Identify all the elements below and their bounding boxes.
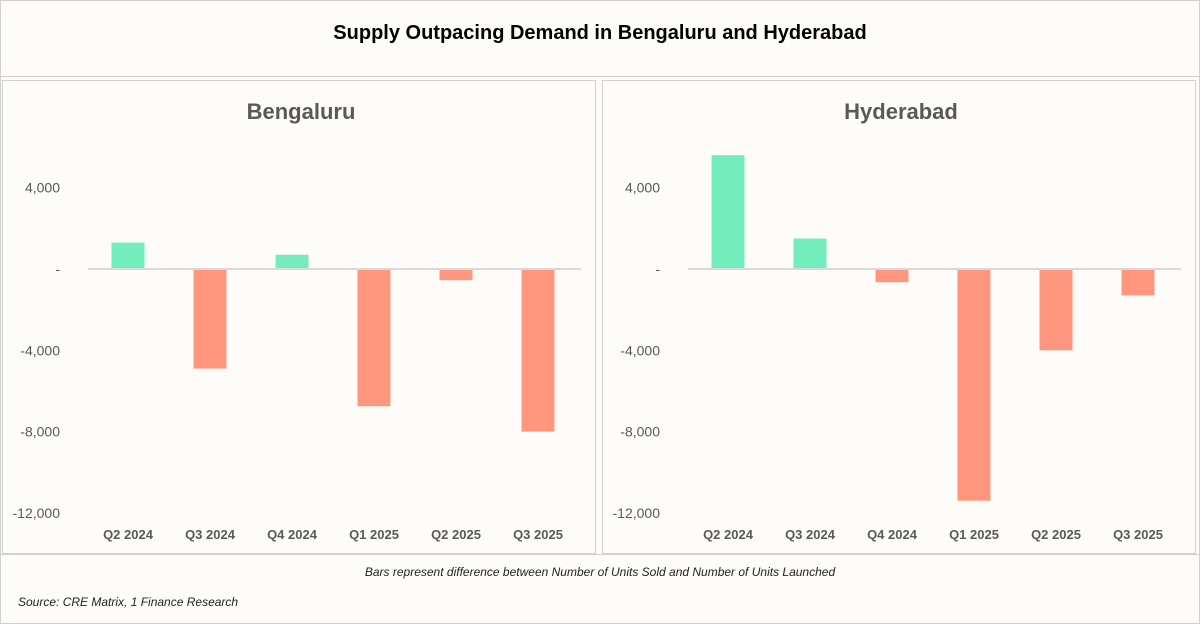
- bar-q2-2025: [439, 269, 473, 281]
- divider: [0, 554, 1200, 555]
- bar-q4-2024: [275, 254, 309, 269]
- y-tick-label: -12,000: [13, 505, 61, 521]
- chart-bengaluru: Bengaluru 4,000 - -4,000 -8,000 -12,000 Q2 202…: [13, 99, 581, 542]
- x-tick-label: Q2 2025: [1031, 527, 1081, 542]
- divider: [0, 76, 1200, 77]
- x-tick-label: Q3 2024: [185, 527, 236, 542]
- x-tick-label: Q4 2024: [867, 527, 918, 542]
- chart-title-bengaluru: Bengaluru: [247, 99, 356, 124]
- bar-q1-2025: [957, 269, 991, 501]
- y-tick-label: -4,000: [20, 342, 60, 358]
- y-tick-label: -4,000: [620, 342, 660, 358]
- y-tick-label: 4,000: [625, 180, 660, 196]
- bar-q2-2025: [1039, 269, 1073, 351]
- y-tick-label: -: [655, 261, 660, 277]
- x-tick-label: Q3 2024: [785, 527, 836, 542]
- chart-note: Bars represent difference between Number…: [364, 565, 836, 579]
- bar-q4-2024: [875, 269, 909, 283]
- bar-q2-2024: [711, 155, 745, 269]
- bar-q3-2024: [193, 269, 227, 369]
- x-tick-label: Q2 2025: [431, 527, 481, 542]
- chart-hyderabad: Hyderabad 4,000 - -4,000 -8,000 -12,000 Q2 202…: [613, 99, 1181, 542]
- source-text: Source: CRE Matrix, 1 Finance Research: [18, 595, 239, 609]
- chart-title: Supply Outpacing Demand in Bengaluru and…: [333, 22, 867, 44]
- bar-q3-2025: [1121, 269, 1155, 296]
- chart-title-hyderabad: Hyderabad: [844, 99, 958, 124]
- x-tick-label: Q2 2024: [103, 527, 154, 542]
- x-tick-label: Q3 2025: [513, 527, 563, 542]
- panel-hyderabad: Hyderabad 4,000 - -4,000 -8,000 -12,000 Q2 202…: [602, 80, 1196, 554]
- x-tick-label: Q1 2025: [949, 527, 999, 542]
- y-tick-label: -8,000: [20, 424, 60, 440]
- y-tick-label: -8,000: [620, 424, 660, 440]
- y-tick-label: 4,000: [25, 180, 60, 196]
- panel-bengaluru: Bengaluru 4,000 - -4,000 -8,000 -12,000 Q2 202…: [2, 80, 596, 554]
- x-tick-label: Q4 2024: [267, 527, 318, 542]
- bar-q3-2025: [521, 269, 555, 432]
- y-tick-label: -: [55, 261, 60, 277]
- bar-q3-2024: [793, 238, 827, 269]
- bar-q1-2025: [357, 269, 391, 407]
- x-tick-label: Q2 2024: [703, 527, 754, 542]
- x-tick-label: Q3 2025: [1113, 527, 1163, 542]
- bar-q2-2024: [111, 242, 145, 269]
- x-tick-label: Q1 2025: [349, 527, 399, 542]
- y-tick-label: -12,000: [613, 505, 661, 521]
